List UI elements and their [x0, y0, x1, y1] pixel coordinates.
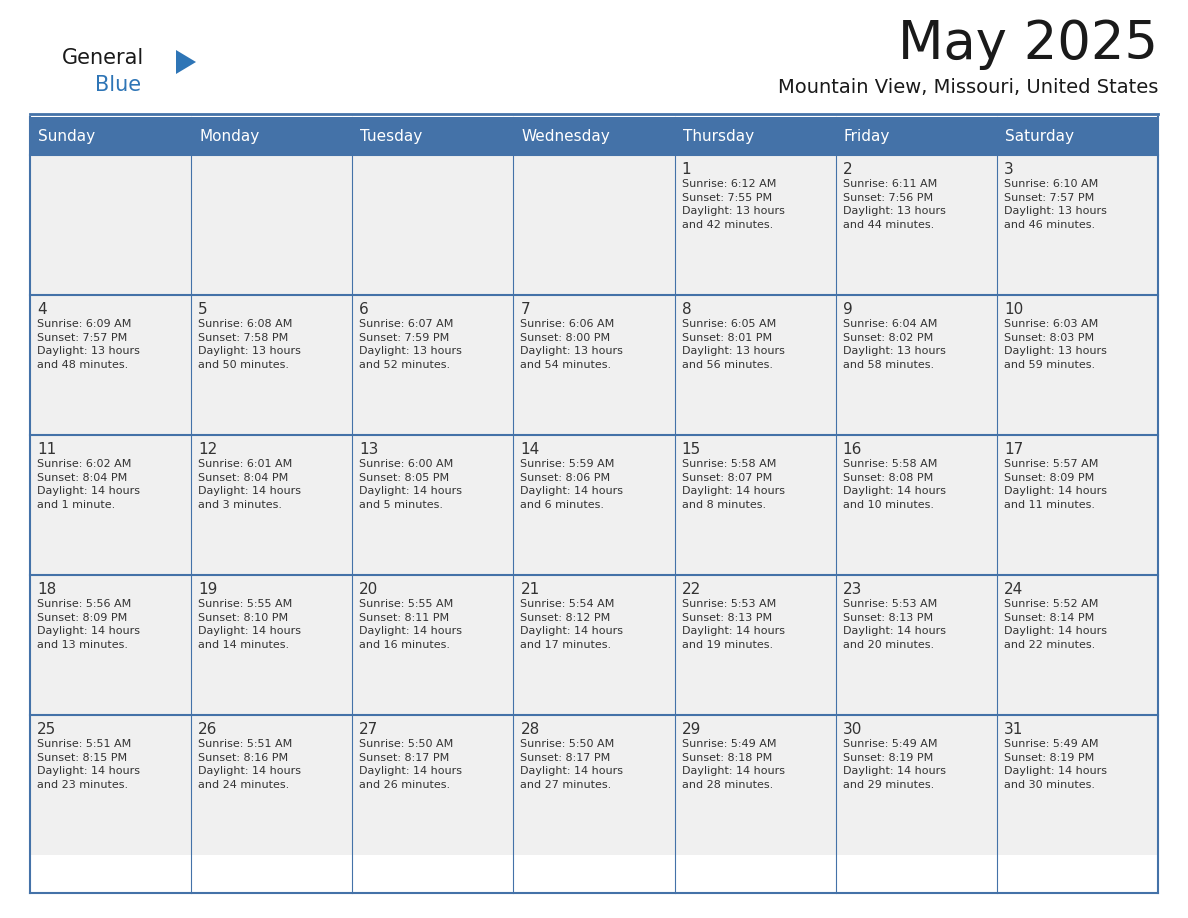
Text: 30: 30 — [842, 722, 862, 737]
Text: Sunrise: 5:51 AM
Sunset: 8:15 PM
Daylight: 14 hours
and 23 minutes.: Sunrise: 5:51 AM Sunset: 8:15 PM Dayligh… — [37, 739, 140, 789]
Text: Sunrise: 5:57 AM
Sunset: 8:09 PM
Daylight: 14 hours
and 11 minutes.: Sunrise: 5:57 AM Sunset: 8:09 PM Dayligh… — [1004, 459, 1107, 509]
Text: 31: 31 — [1004, 722, 1023, 737]
Bar — [30, 295, 1158, 435]
Text: Monday: Monday — [200, 129, 259, 143]
Text: Sunrise: 5:49 AM
Sunset: 8:19 PM
Daylight: 14 hours
and 29 minutes.: Sunrise: 5:49 AM Sunset: 8:19 PM Dayligh… — [842, 739, 946, 789]
Text: Sunrise: 6:05 AM
Sunset: 8:01 PM
Daylight: 13 hours
and 56 minutes.: Sunrise: 6:05 AM Sunset: 8:01 PM Dayligh… — [682, 319, 784, 370]
Text: 22: 22 — [682, 582, 701, 597]
Text: Saturday: Saturday — [1005, 129, 1074, 143]
Text: 25: 25 — [37, 722, 56, 737]
Text: Sunrise: 5:56 AM
Sunset: 8:09 PM
Daylight: 14 hours
and 13 minutes.: Sunrise: 5:56 AM Sunset: 8:09 PM Dayligh… — [37, 599, 140, 650]
Bar — [30, 435, 1158, 575]
Text: 15: 15 — [682, 442, 701, 457]
Text: Sunrise: 5:58 AM
Sunset: 8:07 PM
Daylight: 14 hours
and 8 minutes.: Sunrise: 5:58 AM Sunset: 8:07 PM Dayligh… — [682, 459, 784, 509]
Text: Sunrise: 6:04 AM
Sunset: 8:02 PM
Daylight: 13 hours
and 58 minutes.: Sunrise: 6:04 AM Sunset: 8:02 PM Dayligh… — [842, 319, 946, 370]
Text: 26: 26 — [198, 722, 217, 737]
Text: 9: 9 — [842, 302, 853, 317]
Text: General: General — [62, 48, 144, 68]
Text: Sunrise: 6:01 AM
Sunset: 8:04 PM
Daylight: 14 hours
and 3 minutes.: Sunrise: 6:01 AM Sunset: 8:04 PM Dayligh… — [198, 459, 301, 509]
Text: 11: 11 — [37, 442, 56, 457]
Bar — [30, 117, 1158, 155]
Text: Mountain View, Missouri, United States: Mountain View, Missouri, United States — [778, 78, 1158, 97]
Text: Sunrise: 5:49 AM
Sunset: 8:19 PM
Daylight: 14 hours
and 30 minutes.: Sunrise: 5:49 AM Sunset: 8:19 PM Dayligh… — [1004, 739, 1107, 789]
Text: Sunrise: 5:49 AM
Sunset: 8:18 PM
Daylight: 14 hours
and 28 minutes.: Sunrise: 5:49 AM Sunset: 8:18 PM Dayligh… — [682, 739, 784, 789]
Polygon shape — [176, 50, 196, 74]
Text: Sunrise: 6:06 AM
Sunset: 8:00 PM
Daylight: 13 hours
and 54 minutes.: Sunrise: 6:06 AM Sunset: 8:00 PM Dayligh… — [520, 319, 624, 370]
Text: 6: 6 — [359, 302, 369, 317]
Text: 18: 18 — [37, 582, 56, 597]
Text: 24: 24 — [1004, 582, 1023, 597]
Text: May 2025: May 2025 — [898, 18, 1158, 70]
Text: Sunrise: 5:55 AM
Sunset: 8:10 PM
Daylight: 14 hours
and 14 minutes.: Sunrise: 5:55 AM Sunset: 8:10 PM Dayligh… — [198, 599, 301, 650]
Text: Thursday: Thursday — [683, 129, 753, 143]
Text: Blue: Blue — [95, 75, 141, 95]
Text: 23: 23 — [842, 582, 862, 597]
Text: 17: 17 — [1004, 442, 1023, 457]
Text: 29: 29 — [682, 722, 701, 737]
Text: Sunrise: 6:00 AM
Sunset: 8:05 PM
Daylight: 14 hours
and 5 minutes.: Sunrise: 6:00 AM Sunset: 8:05 PM Dayligh… — [359, 459, 462, 509]
Text: 2: 2 — [842, 162, 852, 177]
Text: Sunrise: 6:07 AM
Sunset: 7:59 PM
Daylight: 13 hours
and 52 minutes.: Sunrise: 6:07 AM Sunset: 7:59 PM Dayligh… — [359, 319, 462, 370]
Text: Sunrise: 6:10 AM
Sunset: 7:57 PM
Daylight: 13 hours
and 46 minutes.: Sunrise: 6:10 AM Sunset: 7:57 PM Dayligh… — [1004, 179, 1107, 230]
Text: Sunrise: 5:58 AM
Sunset: 8:08 PM
Daylight: 14 hours
and 10 minutes.: Sunrise: 5:58 AM Sunset: 8:08 PM Dayligh… — [842, 459, 946, 509]
Text: 20: 20 — [359, 582, 379, 597]
Text: 10: 10 — [1004, 302, 1023, 317]
Text: 5: 5 — [198, 302, 208, 317]
Text: Sunrise: 6:03 AM
Sunset: 8:03 PM
Daylight: 13 hours
and 59 minutes.: Sunrise: 6:03 AM Sunset: 8:03 PM Dayligh… — [1004, 319, 1107, 370]
Text: Sunrise: 5:52 AM
Sunset: 8:14 PM
Daylight: 14 hours
and 22 minutes.: Sunrise: 5:52 AM Sunset: 8:14 PM Dayligh… — [1004, 599, 1107, 650]
Text: Sunrise: 5:50 AM
Sunset: 8:17 PM
Daylight: 14 hours
and 26 minutes.: Sunrise: 5:50 AM Sunset: 8:17 PM Dayligh… — [359, 739, 462, 789]
Text: 8: 8 — [682, 302, 691, 317]
Text: 16: 16 — [842, 442, 862, 457]
Bar — [30, 715, 1158, 855]
Text: Sunrise: 5:53 AM
Sunset: 8:13 PM
Daylight: 14 hours
and 20 minutes.: Sunrise: 5:53 AM Sunset: 8:13 PM Dayligh… — [842, 599, 946, 650]
Text: 13: 13 — [359, 442, 379, 457]
Text: Sunrise: 5:55 AM
Sunset: 8:11 PM
Daylight: 14 hours
and 16 minutes.: Sunrise: 5:55 AM Sunset: 8:11 PM Dayligh… — [359, 599, 462, 650]
Text: Sunrise: 5:54 AM
Sunset: 8:12 PM
Daylight: 14 hours
and 17 minutes.: Sunrise: 5:54 AM Sunset: 8:12 PM Dayligh… — [520, 599, 624, 650]
Text: Sunrise: 5:51 AM
Sunset: 8:16 PM
Daylight: 14 hours
and 24 minutes.: Sunrise: 5:51 AM Sunset: 8:16 PM Dayligh… — [198, 739, 301, 789]
Text: Sunrise: 5:59 AM
Sunset: 8:06 PM
Daylight: 14 hours
and 6 minutes.: Sunrise: 5:59 AM Sunset: 8:06 PM Dayligh… — [520, 459, 624, 509]
Text: 3: 3 — [1004, 162, 1013, 177]
Text: Friday: Friday — [843, 129, 890, 143]
Text: 7: 7 — [520, 302, 530, 317]
Text: Sunrise: 5:50 AM
Sunset: 8:17 PM
Daylight: 14 hours
and 27 minutes.: Sunrise: 5:50 AM Sunset: 8:17 PM Dayligh… — [520, 739, 624, 789]
Text: 14: 14 — [520, 442, 539, 457]
Text: Sunrise: 6:02 AM
Sunset: 8:04 PM
Daylight: 14 hours
and 1 minute.: Sunrise: 6:02 AM Sunset: 8:04 PM Dayligh… — [37, 459, 140, 509]
Text: 12: 12 — [198, 442, 217, 457]
Text: Sunrise: 6:11 AM
Sunset: 7:56 PM
Daylight: 13 hours
and 44 minutes.: Sunrise: 6:11 AM Sunset: 7:56 PM Dayligh… — [842, 179, 946, 230]
Text: Sunrise: 6:12 AM
Sunset: 7:55 PM
Daylight: 13 hours
and 42 minutes.: Sunrise: 6:12 AM Sunset: 7:55 PM Dayligh… — [682, 179, 784, 230]
Text: Tuesday: Tuesday — [360, 129, 423, 143]
Bar — [30, 575, 1158, 715]
Text: Sunrise: 6:08 AM
Sunset: 7:58 PM
Daylight: 13 hours
and 50 minutes.: Sunrise: 6:08 AM Sunset: 7:58 PM Dayligh… — [198, 319, 301, 370]
Text: 19: 19 — [198, 582, 217, 597]
Text: 4: 4 — [37, 302, 46, 317]
Text: 1: 1 — [682, 162, 691, 177]
Text: Wednesday: Wednesday — [522, 129, 611, 143]
Text: Sunday: Sunday — [38, 129, 95, 143]
Text: Sunrise: 5:53 AM
Sunset: 8:13 PM
Daylight: 14 hours
and 19 minutes.: Sunrise: 5:53 AM Sunset: 8:13 PM Dayligh… — [682, 599, 784, 650]
Bar — [30, 155, 1158, 295]
Text: 27: 27 — [359, 722, 379, 737]
Text: Sunrise: 6:09 AM
Sunset: 7:57 PM
Daylight: 13 hours
and 48 minutes.: Sunrise: 6:09 AM Sunset: 7:57 PM Dayligh… — [37, 319, 140, 370]
Text: 21: 21 — [520, 582, 539, 597]
Text: 28: 28 — [520, 722, 539, 737]
